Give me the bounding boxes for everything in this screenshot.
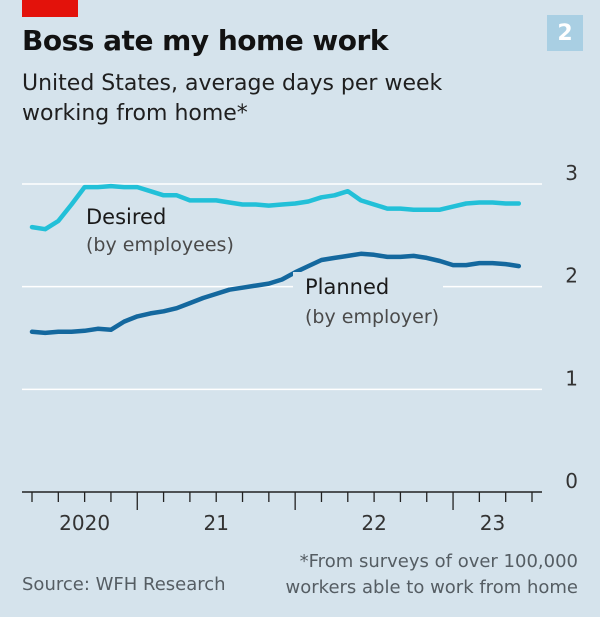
- y-axis-tick-labels: 0 1 2 3: [565, 161, 578, 493]
- series-sublabel-planned: (by employer): [305, 306, 439, 328]
- x-tick-label: 2020: [59, 511, 110, 535]
- series-lines: [29, 183, 522, 336]
- y-tick-label: 2: [565, 264, 578, 288]
- y-tick-label: 0: [565, 469, 578, 493]
- series-sublabel-desired: (by employees): [86, 234, 234, 256]
- y-tick-label: 3: [565, 161, 578, 185]
- gridlines: [22, 183, 542, 391]
- x-tick-label: 23: [480, 511, 505, 535]
- x-tick-label: 21: [203, 511, 228, 535]
- chart-title: Boss ate my home work: [22, 24, 388, 57]
- label-background: [293, 272, 443, 330]
- brand-red-tag: [22, 0, 78, 17]
- series-labels: Desired (by employees) Planned (by employer…: [86, 205, 443, 330]
- source-note: Source: WFH Research: [22, 574, 226, 595]
- series-line-planned: [29, 251, 522, 336]
- series-line-desired: [29, 183, 522, 232]
- x-tick-label: 22: [361, 511, 386, 535]
- series-label-planned: Planned: [305, 275, 389, 299]
- chart-subtitle: United States, average days per week wor…: [22, 71, 443, 126]
- footnote: *From surveys of over 100,000 workers ab…: [285, 551, 578, 598]
- y-tick-label: 1: [565, 366, 578, 390]
- chart-number-badge: 2: [547, 15, 583, 51]
- series-label-desired: Desired: [86, 205, 166, 229]
- x-axis: 2020 21 22 23: [22, 491, 542, 535]
